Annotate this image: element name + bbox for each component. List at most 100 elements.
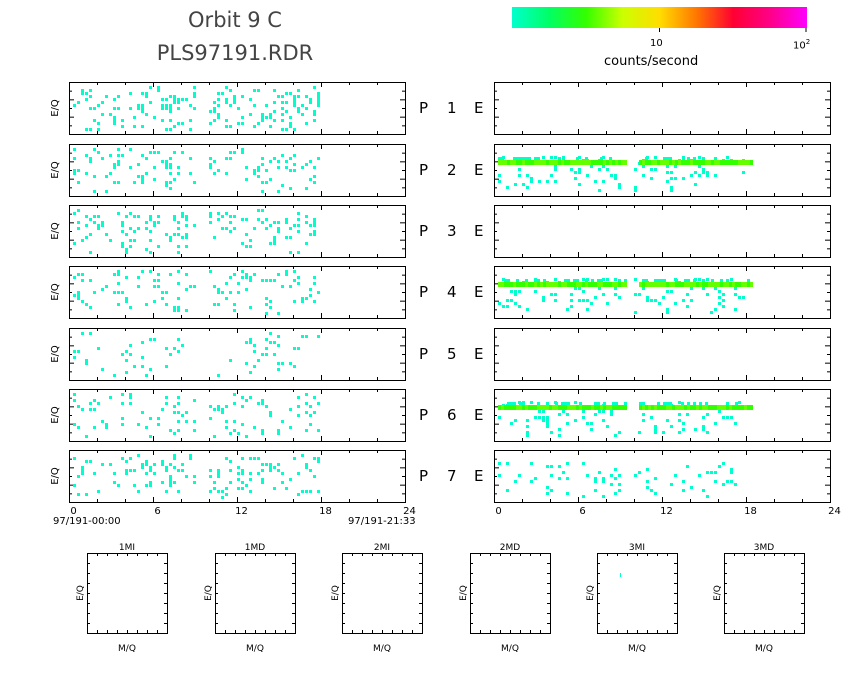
left-data-cell xyxy=(317,429,320,432)
right-data-cell xyxy=(706,293,709,296)
left-data-cell xyxy=(309,288,312,291)
left-data-cell xyxy=(177,282,180,285)
right-band-cell xyxy=(651,282,654,287)
left-data-cell xyxy=(229,291,232,294)
left-data-cell xyxy=(193,399,196,402)
left-xtick-label: 6 xyxy=(154,506,160,517)
right-band-cell xyxy=(570,160,573,165)
left-data-cell xyxy=(241,122,244,125)
left-data-cell xyxy=(149,251,152,254)
left-data-cell xyxy=(225,282,228,285)
left-data-cell xyxy=(109,239,112,242)
right-data-cell xyxy=(634,186,637,189)
left-data-cell xyxy=(261,353,264,356)
right-data-cell xyxy=(586,422,589,425)
right-data-cell xyxy=(698,174,701,177)
right-band-cell xyxy=(516,279,519,282)
right-panel-frame xyxy=(494,266,831,319)
left-data-cell xyxy=(317,460,320,463)
left-data-cell xyxy=(121,242,124,245)
right-data-cell xyxy=(670,189,673,192)
left-data-cell xyxy=(221,496,224,499)
left-ylabel: E/Q xyxy=(50,406,61,424)
left-data-cell xyxy=(173,101,176,104)
left-data-cell xyxy=(177,396,180,399)
left-data-cell xyxy=(249,98,252,101)
left-data-cell xyxy=(269,411,272,414)
right-data-cell xyxy=(742,296,745,299)
left-data-cell xyxy=(313,233,316,236)
right-band-cell xyxy=(609,282,612,287)
left-data-cell xyxy=(105,285,108,288)
right-data-cell xyxy=(682,489,685,492)
right-band-cell xyxy=(702,157,705,160)
right-data-cell xyxy=(666,165,669,168)
left-data-cell xyxy=(305,163,308,166)
left-data-cell xyxy=(121,457,124,460)
right-data-cell xyxy=(542,410,545,413)
right-data-cell xyxy=(506,489,509,492)
left-data-cell xyxy=(145,95,148,98)
right-band-cell xyxy=(525,160,528,165)
left-data-cell xyxy=(117,148,120,151)
left-data-cell xyxy=(293,224,296,227)
left-data-cell xyxy=(225,157,228,160)
left-data-cell xyxy=(289,157,292,160)
left-data-cell xyxy=(113,98,116,101)
right-data-cell xyxy=(642,287,645,290)
left-data-cell xyxy=(113,472,116,475)
left-data-cell xyxy=(289,116,292,119)
right-band-cell xyxy=(612,405,615,410)
left-data-cell xyxy=(141,411,144,414)
right-data-cell xyxy=(582,410,585,413)
left-data-cell xyxy=(97,402,100,405)
right-data-cell xyxy=(642,413,645,416)
right-data-cell xyxy=(634,293,637,296)
left-data-cell xyxy=(149,481,152,484)
right-data-cell xyxy=(610,174,613,177)
left-data-cell xyxy=(221,408,224,411)
left-data-cell xyxy=(169,239,172,242)
left-data-cell xyxy=(313,224,316,227)
right-data-cell xyxy=(590,428,593,431)
left-data-cell xyxy=(293,154,296,157)
right-band-cell xyxy=(615,405,618,410)
right-data-cell xyxy=(706,174,709,177)
right-band-cell xyxy=(573,160,576,165)
colorbar-tick-100: 102 xyxy=(793,38,811,52)
left-data-cell xyxy=(73,169,76,172)
left-data-cell xyxy=(305,463,308,466)
left-data-cell xyxy=(273,341,276,344)
right-band-cell xyxy=(702,160,705,165)
right-data-cell xyxy=(654,492,657,495)
left-data-cell xyxy=(305,242,308,245)
left-data-cell xyxy=(301,335,304,338)
left-data-cell xyxy=(253,172,256,175)
left-data-cell xyxy=(209,163,212,166)
right-panel-frame xyxy=(494,328,831,381)
left-data-cell xyxy=(317,92,320,95)
left-data-cell xyxy=(233,402,236,405)
left-data-cell xyxy=(253,365,256,368)
left-data-cell xyxy=(233,101,236,104)
left-data-cell xyxy=(257,472,260,475)
left-data-cell xyxy=(269,306,272,309)
left-data-cell xyxy=(229,125,232,128)
right-data-cell xyxy=(542,299,545,302)
right-data-cell xyxy=(638,431,641,434)
left-data-cell xyxy=(297,230,300,233)
left-data-cell xyxy=(93,107,96,110)
right-data-cell xyxy=(510,422,513,425)
right-data-cell xyxy=(714,471,717,474)
right-band-cell xyxy=(693,157,696,160)
right-band-cell xyxy=(612,402,615,405)
left-data-cell xyxy=(301,166,304,169)
right-data-cell xyxy=(666,180,669,183)
right-data-cell xyxy=(670,186,673,189)
left-data-cell xyxy=(225,212,228,215)
right-data-cell xyxy=(542,416,545,419)
left-data-cell xyxy=(241,423,244,426)
right-band-cell xyxy=(612,160,615,165)
right-band-cell xyxy=(660,405,663,410)
right-data-cell xyxy=(526,425,529,428)
